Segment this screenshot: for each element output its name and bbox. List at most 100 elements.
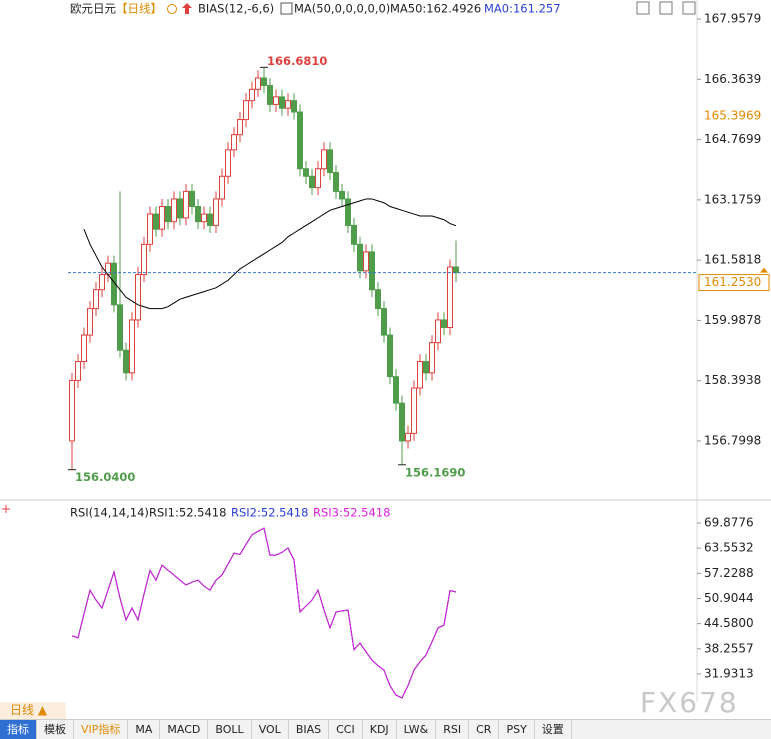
candle-body bbox=[183, 190, 189, 219]
candle-body bbox=[147, 213, 153, 245]
candle-body bbox=[171, 198, 177, 223]
candle-body bbox=[447, 266, 453, 329]
ma-line bbox=[83, 198, 457, 310]
candle-body bbox=[81, 334, 87, 363]
y-tick-label: 158.3938 bbox=[704, 373, 761, 387]
candle-body bbox=[303, 168, 309, 177]
extreme-label: 166.6810 bbox=[267, 54, 327, 68]
candle-body bbox=[387, 334, 393, 378]
rsi-line bbox=[71, 527, 457, 699]
toolbar-button[interactable]: BOLL bbox=[208, 720, 252, 739]
rsi-title: RSI(14,14,14) bbox=[70, 506, 149, 520]
y-tick-label: 31.9313 bbox=[704, 666, 754, 680]
candle-body bbox=[435, 319, 441, 344]
arrow-icon[interactable] bbox=[182, 3, 192, 14]
window-button[interactable] bbox=[636, 1, 650, 15]
ma-icon[interactable] bbox=[280, 2, 293, 15]
candle-body bbox=[411, 387, 417, 434]
y-tick-label: 44.5800 bbox=[704, 616, 754, 630]
legend-entry: RSI2:52.5418 bbox=[231, 506, 308, 520]
zoom-icon[interactable] bbox=[167, 4, 177, 14]
toolbar-button[interactable]: KDJ bbox=[363, 720, 397, 739]
candle-body bbox=[129, 319, 135, 374]
toolbar-button[interactable]: VIP指标 bbox=[74, 720, 129, 739]
candle-body bbox=[189, 190, 195, 208]
candle-body bbox=[255, 77, 261, 90]
rsi-icon[interactable] bbox=[2, 505, 10, 513]
candle-body bbox=[321, 149, 327, 170]
candle-body bbox=[429, 342, 435, 374]
candle-body bbox=[75, 361, 81, 381]
candle-body bbox=[165, 206, 171, 223]
y-tick-label: 50.9044 bbox=[704, 591, 754, 605]
candle-body bbox=[225, 149, 231, 177]
toolbar-button[interactable]: BIAS bbox=[289, 720, 330, 739]
candle-body bbox=[93, 289, 99, 310]
y-tick-label: 166.3639 bbox=[704, 72, 761, 86]
toolbar-button[interactable]: MA bbox=[128, 720, 161, 739]
toolbar-button[interactable]: 模板 bbox=[37, 720, 74, 739]
candle-body bbox=[315, 168, 321, 189]
candle-body bbox=[141, 243, 147, 276]
candle-body bbox=[99, 274, 105, 291]
candle-body bbox=[243, 100, 249, 121]
candle-body bbox=[339, 190, 345, 200]
legend-entry: RSI3:52.5418 bbox=[313, 506, 390, 520]
candle-body bbox=[273, 96, 279, 105]
candle-body bbox=[177, 198, 183, 219]
candle-body bbox=[159, 206, 165, 230]
toolbar-button[interactable]: VOL bbox=[252, 720, 289, 739]
indicator: MA50:162.4926 bbox=[390, 2, 481, 16]
legend-entry: RSI1:52.5418 bbox=[149, 506, 226, 520]
candle-body bbox=[123, 349, 129, 374]
candle-body bbox=[345, 198, 351, 226]
toolbar-button[interactable]: RSI bbox=[436, 720, 470, 739]
toolbar-button[interactable]: CCI bbox=[329, 720, 363, 739]
candle-body bbox=[201, 213, 207, 223]
candle-body bbox=[207, 213, 213, 226]
candle-body bbox=[117, 304, 123, 351]
extreme-label: 156.0400 bbox=[75, 470, 135, 484]
candle-body bbox=[393, 376, 399, 404]
background bbox=[0, 0, 771, 702]
toolbar-button[interactable]: LW& bbox=[397, 720, 437, 739]
toolbar-button[interactable]: 指标 bbox=[0, 720, 37, 739]
y-tick-label: 159.9878 bbox=[704, 313, 761, 327]
toolbar-button[interactable]: CR bbox=[469, 720, 500, 739]
marker-price-label: 165.3969 bbox=[704, 108, 761, 122]
candle-body bbox=[237, 119, 243, 136]
window-button[interactable] bbox=[659, 1, 673, 15]
cursor-date: 2024/11/15 星期五 bbox=[333, 701, 437, 703]
candle-body bbox=[327, 149, 333, 173]
toolbar-button[interactable]: PSY bbox=[499, 720, 535, 739]
candle-body bbox=[363, 251, 369, 272]
symbol-title: 欧元日元 bbox=[70, 2, 116, 16]
toolbar-button[interactable]: 设置 bbox=[535, 720, 572, 739]
candle-body bbox=[153, 213, 159, 230]
y-tick-label: 57.2288 bbox=[704, 566, 754, 580]
period-tab[interactable]: 日线 ▲ bbox=[0, 702, 66, 719]
candle-body bbox=[279, 96, 285, 109]
last-price-arrow bbox=[760, 267, 768, 273]
toolbar: 指标 模板 VIP指标 MA MACD BOLL VOL BIAS CCI KDJ LW& RSI CR… bbox=[0, 719, 771, 739]
candle-body bbox=[285, 100, 291, 109]
candle-body bbox=[219, 175, 225, 200]
candle-body bbox=[87, 308, 93, 336]
candle-body bbox=[297, 111, 303, 170]
window-button[interactable] bbox=[682, 1, 696, 15]
y-tick-label: 69.8776 bbox=[704, 516, 754, 530]
period-label: 【日线】 bbox=[116, 2, 162, 16]
candle-body bbox=[309, 175, 315, 189]
x-tick-label: 2024/10 bbox=[130, 701, 182, 703]
candle-body bbox=[399, 402, 405, 442]
candle-body bbox=[249, 88, 255, 102]
last-price-label: 161.2530 bbox=[704, 275, 761, 289]
toolbar-button[interactable]: MACD bbox=[160, 720, 209, 739]
candle-body bbox=[291, 100, 297, 113]
candle-body bbox=[351, 224, 357, 245]
watermark: FX678 bbox=[640, 686, 739, 719]
candle-body bbox=[423, 361, 429, 374]
candle-body bbox=[111, 262, 117, 306]
candle-body bbox=[357, 243, 363, 272]
